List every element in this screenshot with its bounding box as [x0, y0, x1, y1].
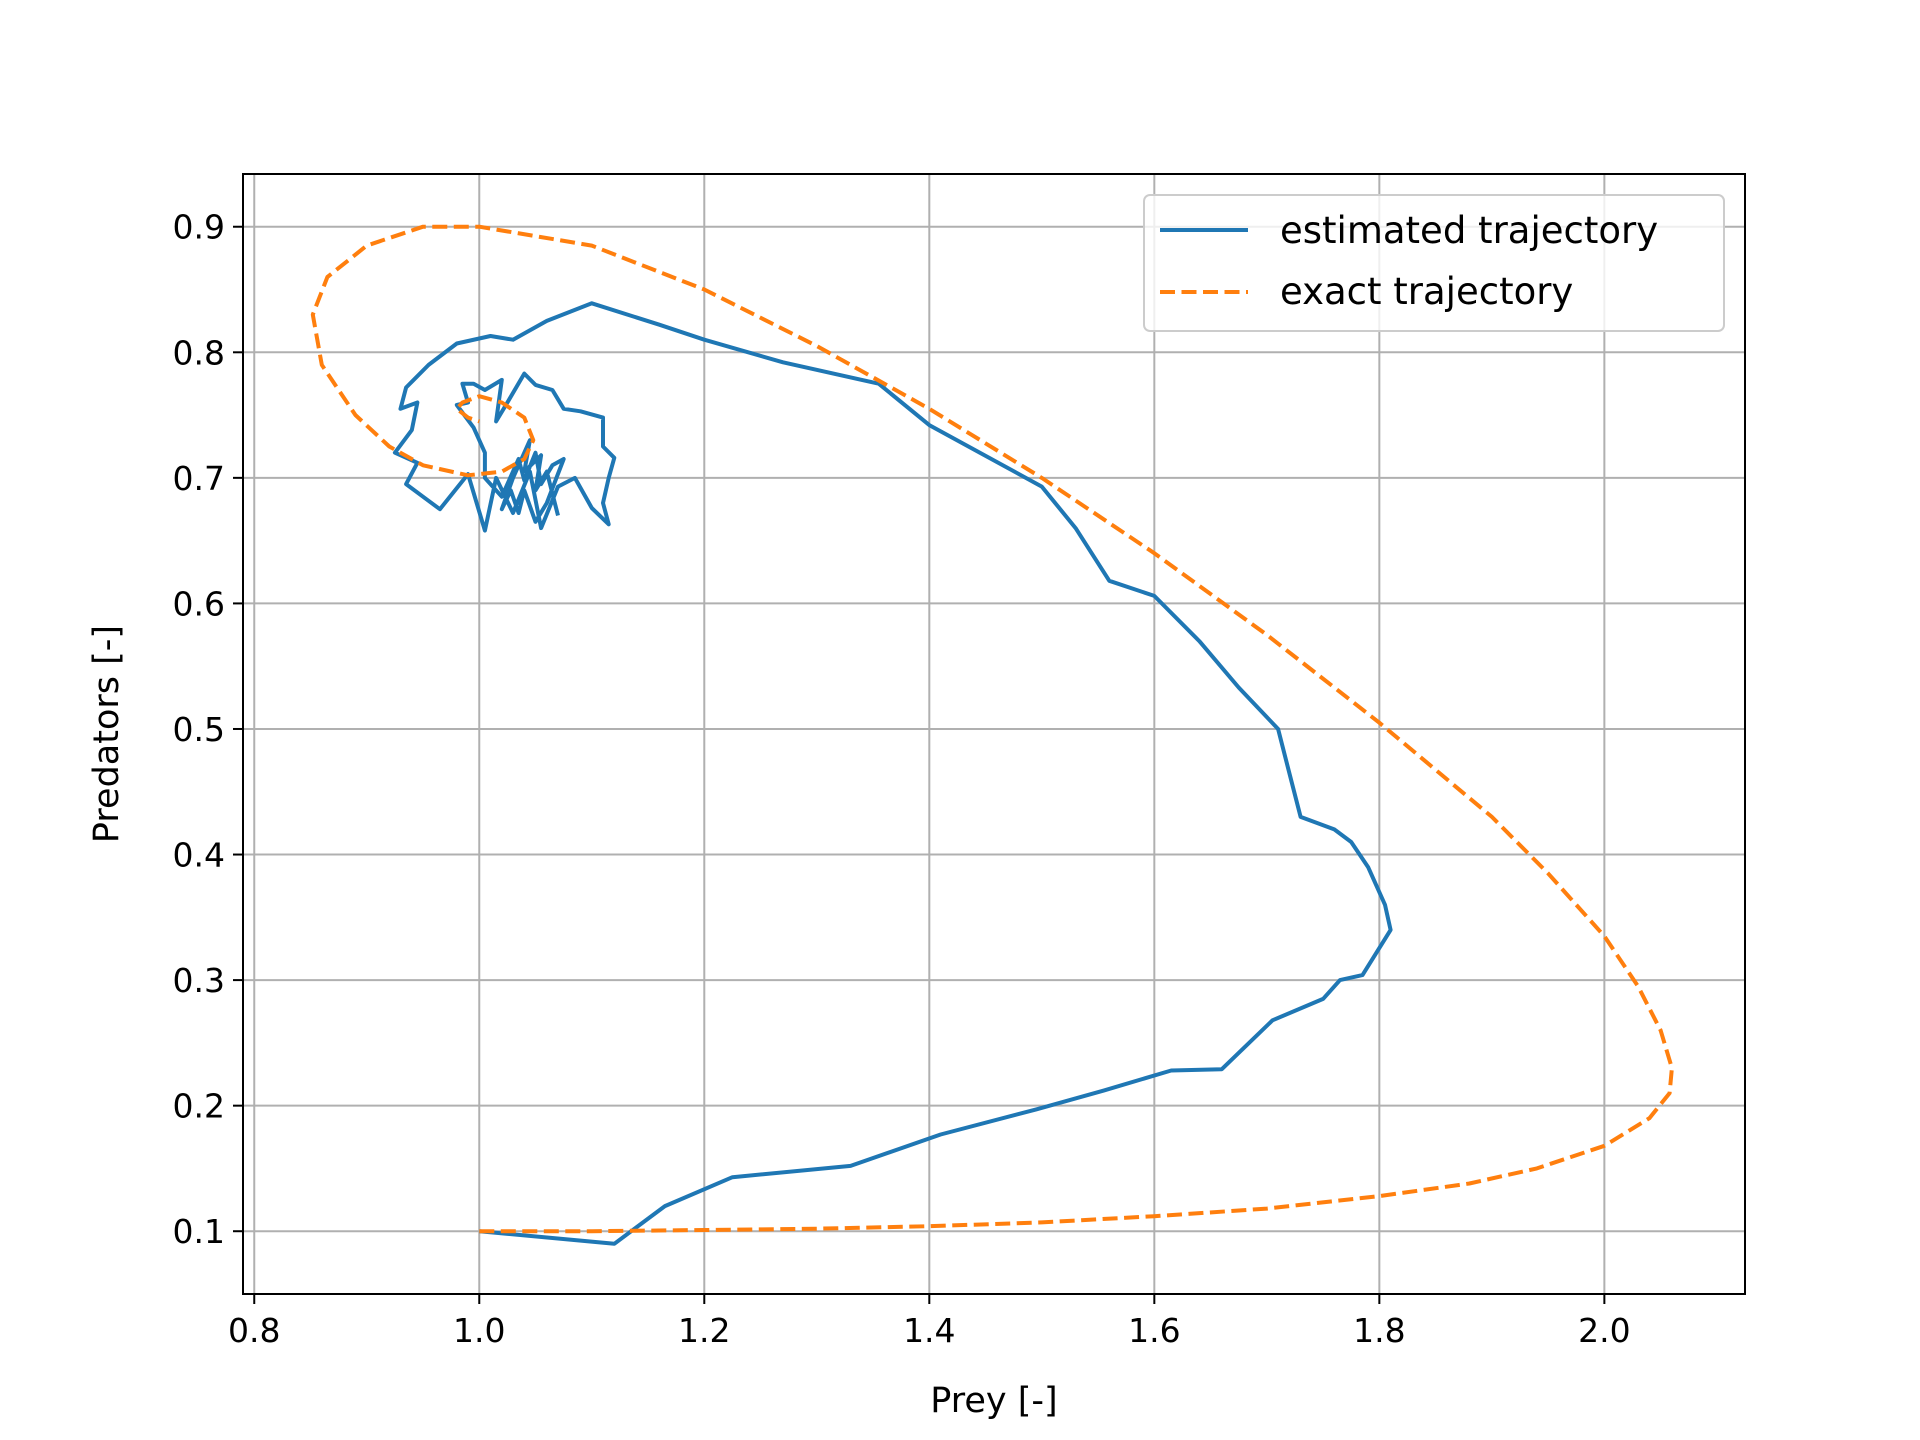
- plot-frame: [242, 173, 1746, 1295]
- series-line-0: [392, 301, 1393, 1246]
- y-tick-label: 0.2: [173, 1087, 225, 1126]
- x-tick-label: 1.2: [678, 1311, 730, 1350]
- series-line-1: [310, 224, 1674, 1234]
- y-tick-label: 0.3: [173, 961, 225, 1000]
- grid-lines: [243, 174, 1745, 1294]
- y-tick-label: 0.5: [173, 710, 225, 749]
- y-tick-label: 0.1: [173, 1212, 225, 1251]
- y-tick-label: 0.9: [173, 208, 225, 247]
- y-tick-label: 0.8: [173, 333, 225, 372]
- legend-label-estimated: estimated trajectory: [1280, 209, 1658, 252]
- legend-box: [1143, 194, 1725, 332]
- y-axis-label: Predators [-]: [87, 625, 127, 843]
- y-tick-label: 0.4: [173, 836, 225, 875]
- x-tick-label: 1.4: [903, 1311, 955, 1350]
- x-tick-label: 1.0: [453, 1311, 505, 1350]
- x-tick-label: 1.6: [1128, 1311, 1180, 1350]
- y-tick-label: 0.6: [173, 584, 225, 623]
- x-axis-label: Prey [-]: [930, 1381, 1057, 1421]
- x-tick-label: 0.8: [228, 1311, 280, 1350]
- legend-label-exact: exact trajectory: [1280, 270, 1573, 313]
- x-tick-label: 2.0: [1578, 1311, 1630, 1350]
- axis-ticks: 0.8 1.0 1.2 1.4 1.6 1.8 2.0 0.1 0.2 0.3 0.4 0.5 0.6 0…: [173, 208, 1631, 1350]
- legend: estimated trajectory exact trajectory: [1143, 194, 1725, 332]
- x-tick-label: 1.8: [1353, 1311, 1405, 1350]
- y-tick-label: 0.7: [173, 459, 225, 498]
- series-lines: [310, 224, 1674, 1246]
